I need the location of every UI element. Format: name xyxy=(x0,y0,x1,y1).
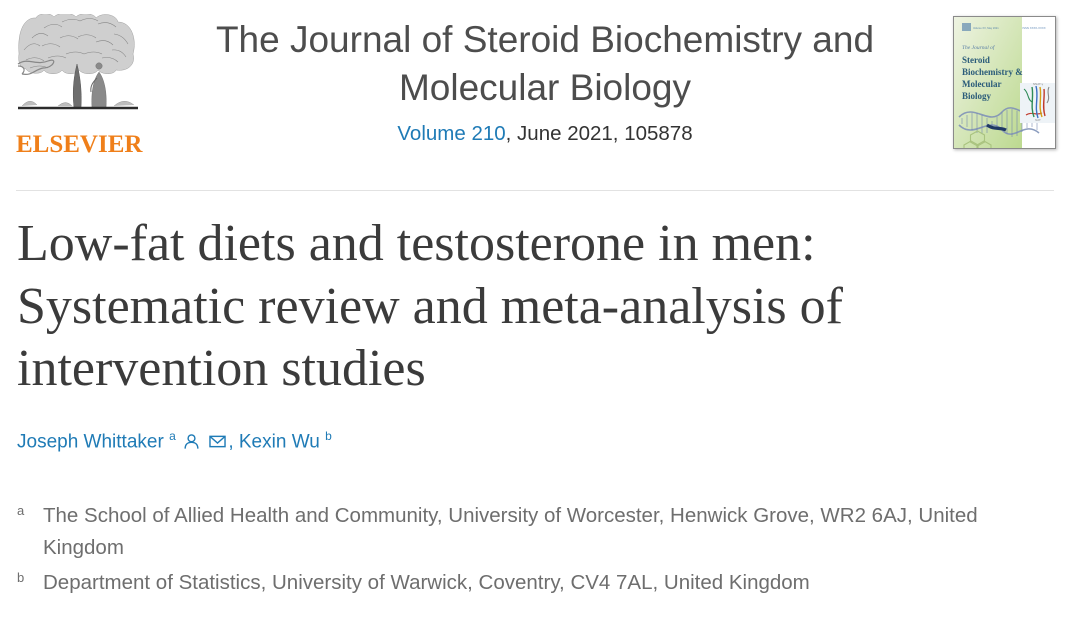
svg-text:Biochemistry &: Biochemistry & xyxy=(962,67,1023,77)
svg-text:The Journal of: The Journal of xyxy=(962,44,996,51)
svg-text:Steroid: Steroid xyxy=(962,55,990,65)
svg-text:Volume XX, May 2021: Volume XX, May 2021 xyxy=(973,26,999,30)
svg-text:NAT: NAT xyxy=(1035,118,1041,122)
svg-text:Biology: Biology xyxy=(962,91,992,101)
svg-text:NNAT-γ: NNAT-γ xyxy=(1033,82,1044,86)
svg-text:ISSN XXXX-XXXX: ISSN XXXX-XXXX xyxy=(1022,26,1045,30)
svg-text:Molecular: Molecular xyxy=(962,79,1002,89)
